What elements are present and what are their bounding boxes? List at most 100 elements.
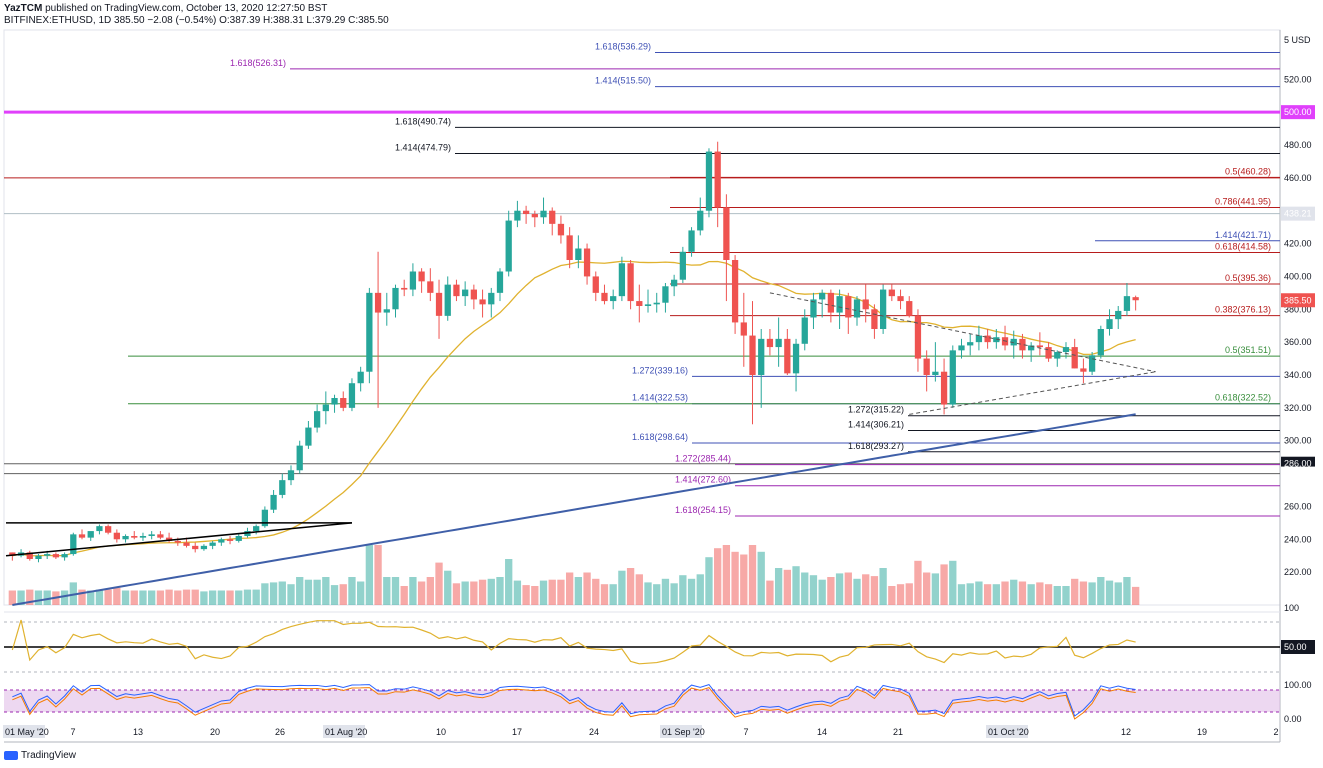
candle-body [853, 299, 861, 318]
candle-body [174, 540, 181, 543]
candle-body [940, 371, 948, 405]
price-badge-label: 438.21 [1284, 209, 1312, 219]
volume-bar [844, 572, 852, 605]
candle-body [1062, 347, 1070, 352]
candle [1071, 338, 1078, 369]
candle [226, 536, 234, 545]
volume-bar [95, 589, 104, 605]
fib-level-label: 1.618(526.31) [230, 58, 286, 68]
candle-body [827, 292, 835, 313]
candle-body [340, 398, 347, 408]
volume-bar [992, 584, 1000, 605]
candle [531, 210, 538, 228]
candle-body [218, 539, 225, 543]
volume-bar [322, 577, 330, 605]
candle-body [287, 470, 295, 481]
candle-body [157, 534, 164, 538]
volume-bar [383, 577, 391, 605]
volume-bar [339, 584, 347, 605]
candle [975, 325, 983, 351]
volume-bar [60, 590, 69, 605]
time-label-box [323, 725, 365, 738]
candle-body [78, 534, 86, 538]
candle [932, 342, 939, 382]
candle-body [165, 537, 173, 541]
candle-body [731, 260, 739, 323]
candle-body [1097, 329, 1104, 356]
fib-level-label: 1.414(272.60) [675, 475, 731, 485]
candle-body [984, 335, 991, 343]
candle-body [871, 309, 878, 329]
candle-body [740, 322, 747, 336]
candle-body [923, 358, 930, 375]
volume-bar [914, 560, 922, 605]
volume-bar [583, 572, 591, 605]
volume-bar [1088, 582, 1096, 605]
volume-bar [966, 583, 974, 605]
stoch-band [4, 690, 1280, 712]
candle-body [836, 296, 843, 313]
volume-bar [487, 578, 495, 605]
rsi-axis-label: 100 [1284, 603, 1299, 613]
volume-bar [783, 569, 791, 605]
candle [636, 284, 643, 323]
tradingview-footer[interactable]: TradingView [4, 750, 76, 761]
fib-level-label: 1.272(285.44) [675, 454, 731, 464]
candle-body [52, 554, 60, 558]
candle-body [505, 220, 512, 272]
volume-bar [470, 581, 478, 605]
volume-bar [313, 579, 321, 605]
candle-body [610, 296, 617, 302]
candle-body [148, 534, 155, 536]
tradingview-logo-icon [4, 750, 18, 760]
fib-level-label: 1.618(298.64) [632, 432, 688, 442]
time-tick-label: 20 [210, 727, 220, 737]
candle [87, 531, 94, 541]
candle [1054, 350, 1061, 367]
candle-body [792, 343, 800, 374]
candle-body [679, 251, 686, 280]
candle [1062, 342, 1070, 359]
candle-body [879, 289, 887, 329]
candle [1010, 330, 1017, 359]
volume-bar [513, 580, 522, 605]
volume-bar [1044, 584, 1053, 605]
brand-name: TradingView [21, 750, 77, 761]
time-tick-label: 17 [512, 727, 522, 737]
fib-level-label: 0.5(395.36) [1225, 273, 1271, 283]
candle [871, 304, 878, 339]
candle [949, 345, 956, 408]
candle-body [270, 494, 277, 510]
volume-bar [792, 566, 800, 605]
candle [444, 276, 451, 321]
fib-level-label: 0.5(351.51) [1225, 345, 1271, 355]
volume-bar [801, 572, 809, 605]
candle-body [9, 552, 16, 556]
volume-bar [365, 545, 374, 605]
candle [374, 251, 382, 408]
publish-info: YazTCM published on TradingView.com, Oct… [4, 3, 327, 14]
time-tick-label: 19 [1197, 727, 1207, 737]
volume-bar [400, 586, 408, 605]
volume-bar [374, 545, 382, 605]
stoch-axis-label: 0.00 [1284, 714, 1302, 724]
candle [549, 207, 556, 236]
volume-bar [748, 545, 757, 605]
volume-bar [731, 551, 739, 605]
candle [1115, 306, 1122, 329]
candle [714, 141, 721, 228]
candle [679, 246, 686, 283]
candle [270, 490, 277, 513]
volume-bar [435, 562, 443, 605]
volume-bar [252, 589, 260, 605]
candle-body [296, 445, 303, 471]
volume-bar [539, 580, 548, 605]
fib-level-label: 0.786(441.95) [1215, 197, 1271, 207]
candle-body [862, 299, 869, 310]
volume-bar [940, 564, 948, 605]
time-tick-label: 01 Aug '20 [325, 727, 367, 737]
price-tick-label: 400.00 [1284, 271, 1312, 281]
price-axis-unit: 5 USD [1284, 35, 1311, 45]
candle-body [305, 427, 312, 446]
